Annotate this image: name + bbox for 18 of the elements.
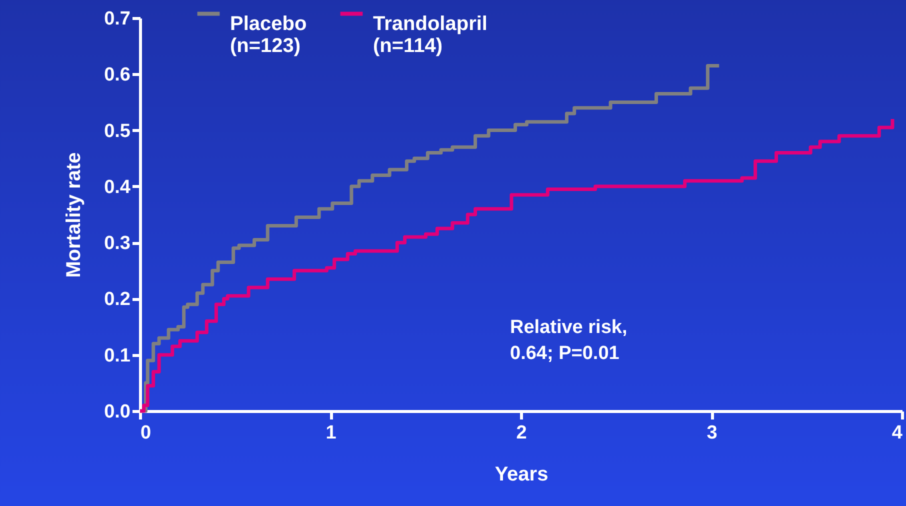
y-tick-label: 0.2: [104, 289, 130, 310]
y-tick-label: 0.4: [104, 176, 131, 198]
x-tick-label: 3: [706, 422, 718, 444]
y-tick-label: 0.6: [104, 64, 130, 86]
x-tick-label: 2: [516, 422, 527, 444]
y-tick-label: 0.5: [104, 120, 131, 142]
legend-label: Trandolapril (n=114): [373, 12, 488, 57]
y-tick-label: 0.0: [104, 402, 130, 422]
y-tick-label: 0.3: [104, 233, 130, 254]
x-tick-label: 1: [326, 422, 337, 444]
y-axis-title: Mortality rate: [63, 152, 86, 278]
legend-label: Placebo (n=123): [230, 12, 307, 57]
x-axis-title: Years: [494, 464, 548, 486]
y-tick-label: 0.7: [104, 8, 130, 30]
x-tick-label: 0: [140, 422, 152, 444]
annotation: Relative risk, 0.64; P=0.01: [510, 317, 628, 364]
y-tick-label: 0.1: [104, 345, 131, 366]
x-tick-label: 4: [892, 422, 903, 444]
